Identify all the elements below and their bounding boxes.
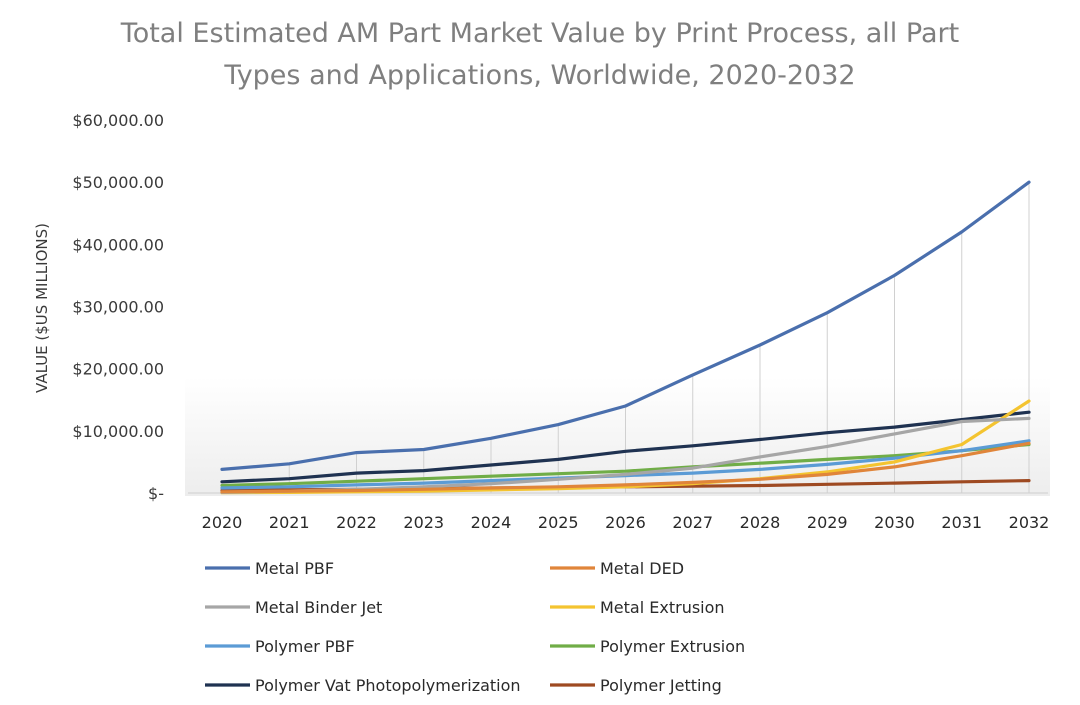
chart-title-line-1: Total Estimated AM Part Market Value by …	[120, 18, 959, 49]
x-tick-label: 2021	[269, 513, 310, 532]
x-tick-label: 2031	[941, 513, 982, 532]
x-tick-label: 2027	[672, 513, 713, 532]
x-tick-label: 2032	[1009, 513, 1050, 532]
x-tick-label: 2030	[874, 513, 915, 532]
series-line-polymer-extrusion	[220, 442, 1031, 488]
series-line-metal-ded	[220, 441, 1031, 494]
x-tick-labels: 2020 2021 2022 2023 2024 2025 2026 2027 2028 2029…	[202, 513, 1050, 532]
series-layer	[220, 180, 1031, 495]
x-tick-label: 2024	[471, 513, 512, 532]
y-tick-label: $20,000.00	[72, 360, 164, 379]
x-tick-label: 2026	[605, 513, 646, 532]
y-tick-label: $40,000.00	[72, 235, 164, 254]
legend-label-metal-binder-jet: Metal Binder Jet	[255, 598, 382, 617]
y-tick-label: $10,000.00	[72, 422, 164, 441]
legend-label-polymer-jetting: Polymer Jetting	[600, 676, 722, 695]
x-tick-label: 2023	[403, 513, 444, 532]
series-line-polymer-vat-photopolymerization	[220, 410, 1031, 484]
legend: Metal PBF Metal DED Metal Binder Jet Metal …	[205, 559, 745, 695]
legend-label-polymer-extrusion: Polymer Extrusion	[600, 637, 745, 656]
legend-label-metal-pbf: Metal PBF	[255, 559, 334, 578]
chart-title-line-2: Types and Applications, Worldwide, 2020-…	[223, 60, 855, 91]
x-tick-label: 2029	[807, 513, 848, 532]
y-tick-label: $30,000.00	[72, 298, 164, 317]
legend-label-polymer-vat-photopolymerization: Polymer Vat Photopolymerization	[255, 676, 521, 695]
y-tick-label: $-	[148, 484, 164, 503]
x-tick-label: 2020	[202, 513, 243, 532]
legend-label-polymer-pbf: Polymer PBF	[255, 637, 355, 656]
legend-label-metal-ded: Metal DED	[600, 559, 684, 578]
y-tick-labels: $- $10,000.00 $20,000.00 $30,000.00 $40,000.…	[72, 111, 164, 503]
x-tick-label: 2025	[538, 513, 579, 532]
x-tick-label: 2028	[740, 513, 781, 532]
x-tick-label: 2022	[336, 513, 377, 532]
legend-label-metal-extrusion: Metal Extrusion	[600, 598, 725, 617]
y-tick-label: $60,000.00	[72, 111, 164, 130]
series-line-metal-pbf	[220, 180, 1031, 471]
y-axis-label: VALUE ($US MILLIONS)	[33, 223, 51, 393]
y-tick-label: $50,000.00	[72, 173, 164, 192]
